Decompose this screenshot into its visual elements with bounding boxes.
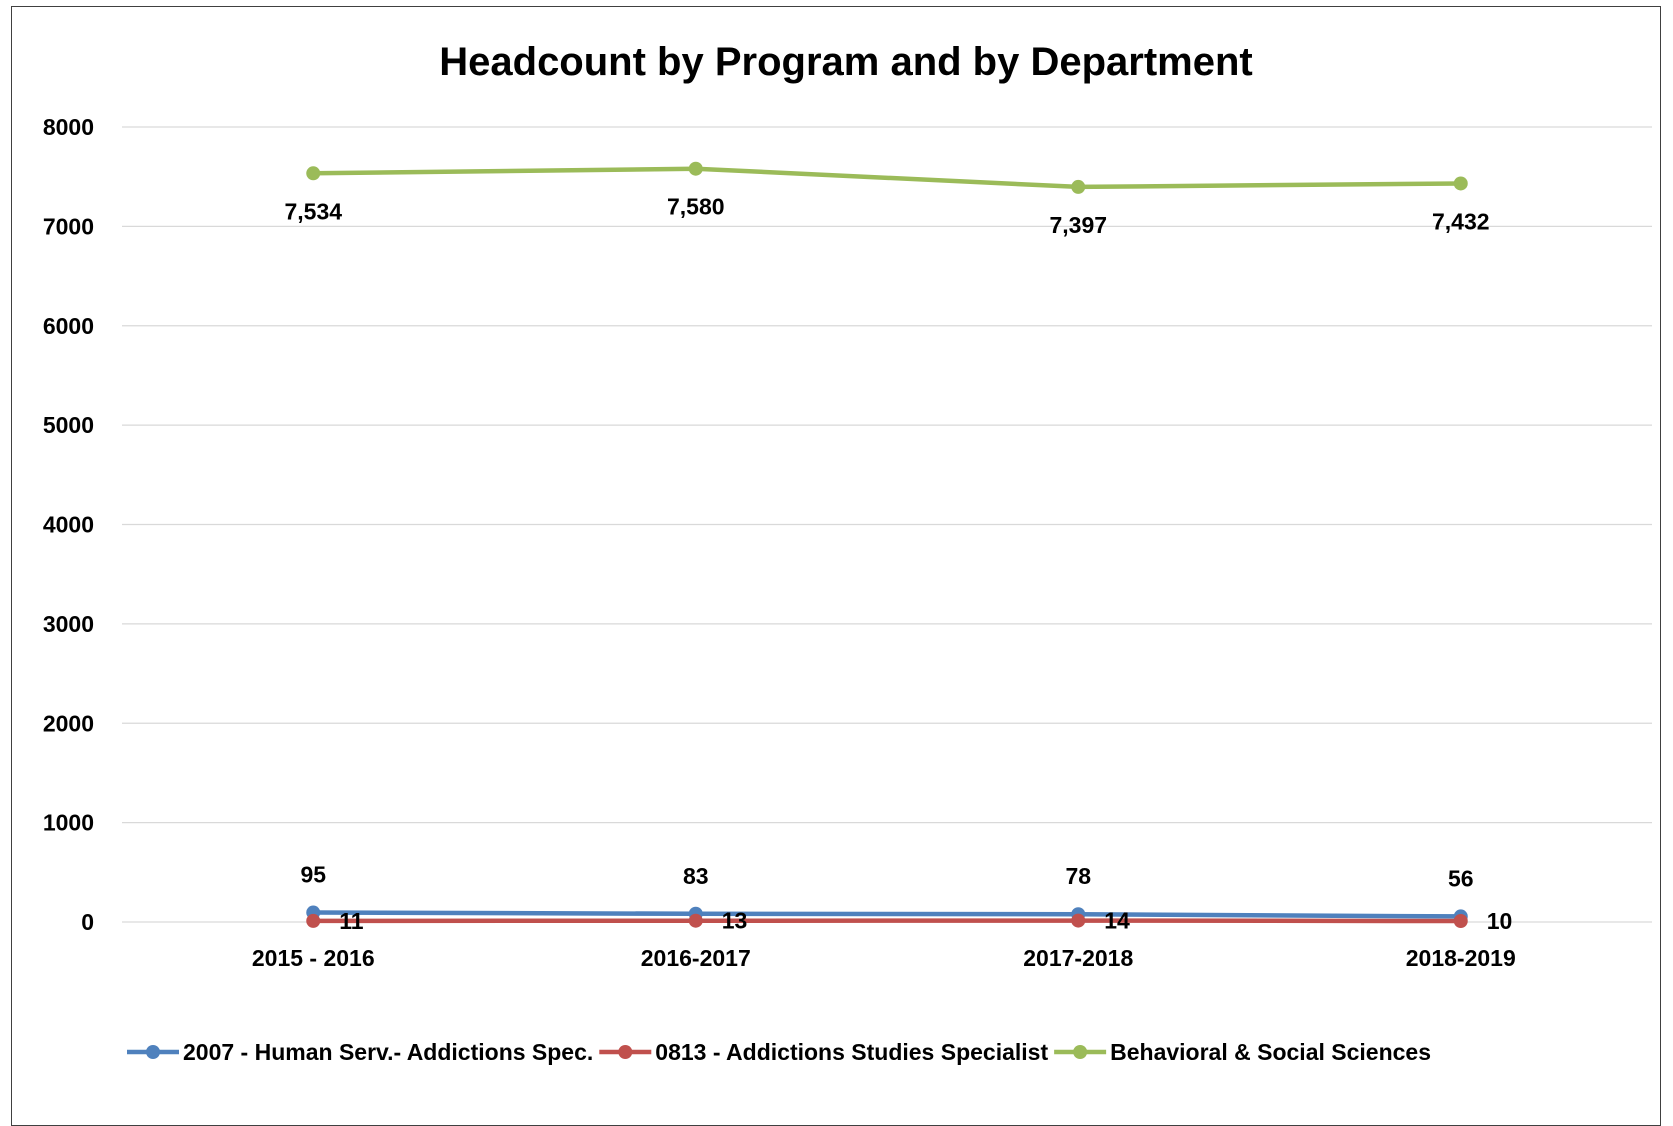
- data-label: 14: [1104, 908, 1130, 934]
- series-line: [313, 169, 1461, 187]
- x-tick-label: 2017-2018: [1023, 945, 1133, 971]
- legend-item: 0813 - Addictions Studies Specialist: [599, 1039, 1048, 1065]
- data-point: [689, 914, 703, 928]
- line-chart: Headcount by Program and by Department 0…: [12, 7, 1662, 1117]
- y-axis: 0 1000 2000 3000 4000 5000 6000 7000 8000: [43, 114, 94, 935]
- y-tick-label: 3000: [43, 611, 94, 637]
- chart-title: Headcount by Program and by Department: [439, 40, 1252, 84]
- x-axis: 2015 - 2016 2016-2017 2017-2018 2018-2019: [252, 945, 1516, 971]
- y-tick-label: 6000: [43, 313, 94, 339]
- series-3: [306, 162, 1468, 194]
- data-label: 7,397: [1049, 212, 1107, 238]
- y-tick-label: 0: [81, 909, 94, 935]
- legend-marker: [1073, 1045, 1087, 1059]
- y-tick-label: 4000: [43, 512, 94, 538]
- legend-marker: [618, 1045, 632, 1059]
- y-tick-label: 8000: [43, 114, 94, 140]
- data-point: [1071, 914, 1085, 928]
- chart-frame: Headcount by Program and by Department 0…: [11, 6, 1661, 1126]
- data-point: [1454, 176, 1468, 190]
- x-tick-label: 2015 - 2016: [252, 945, 375, 971]
- data-label: 11: [339, 908, 364, 934]
- series-layer: [306, 162, 1468, 928]
- legend-marker: [146, 1045, 160, 1059]
- x-tick-label: 2016-2017: [641, 945, 751, 971]
- data-label: 13: [722, 908, 748, 934]
- y-tick-label: 7000: [43, 213, 94, 239]
- series-line: [313, 913, 1461, 917]
- data-point: [689, 162, 703, 176]
- legend: 2007 - Human Serv.- Addictions Spec. 0813…: [127, 1039, 1431, 1065]
- data-label: 10: [1487, 908, 1513, 934]
- data-point: [1454, 914, 1468, 928]
- data-label: 7,580: [667, 194, 725, 220]
- x-tick-label: 2018-2019: [1406, 945, 1516, 971]
- data-label: 78: [1065, 863, 1091, 889]
- data-label: 83: [683, 863, 709, 889]
- y-tick-label: 1000: [43, 810, 94, 836]
- gridlines: [122, 127, 1652, 922]
- data-point: [306, 166, 320, 180]
- y-tick-label: 2000: [43, 710, 94, 736]
- data-label: 7,432: [1432, 208, 1490, 234]
- legend-label: 2007 - Human Serv.- Addictions Spec.: [183, 1039, 593, 1065]
- data-point: [1071, 180, 1085, 194]
- legend-item: Behavioral & Social Sciences: [1054, 1039, 1431, 1065]
- data-label: 56: [1448, 865, 1474, 891]
- legend-item: 2007 - Human Serv.- Addictions Spec.: [127, 1039, 593, 1065]
- y-tick-label: 5000: [43, 412, 94, 438]
- data-label: 7,534: [284, 198, 342, 224]
- legend-label: 0813 - Addictions Studies Specialist: [655, 1039, 1048, 1065]
- data-label: 95: [300, 862, 326, 888]
- legend-label: Behavioral & Social Sciences: [1110, 1039, 1431, 1065]
- data-point: [306, 914, 320, 928]
